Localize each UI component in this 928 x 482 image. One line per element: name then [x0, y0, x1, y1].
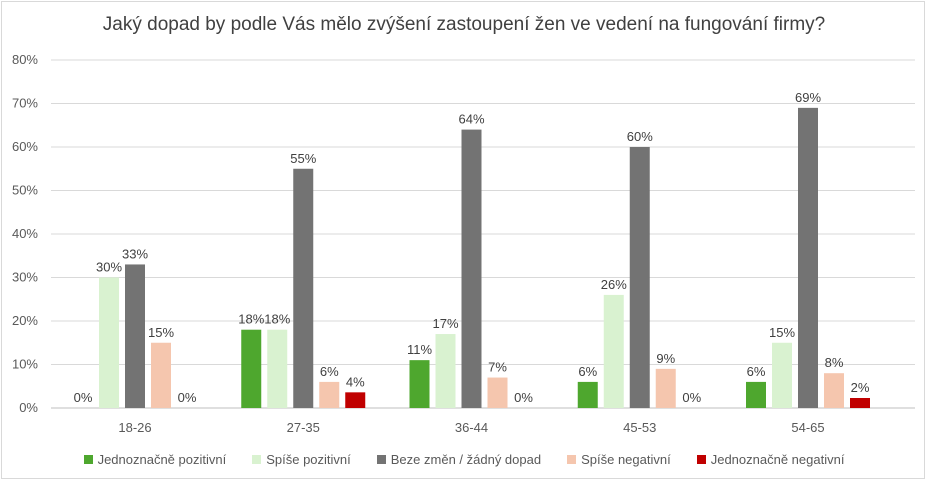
x-tick-label: 18-26 — [118, 420, 151, 435]
y-tick-label: 10% — [12, 357, 38, 372]
y-tick-label: 50% — [12, 183, 38, 198]
legend-label: Jednoznačně negativní — [710, 452, 845, 467]
x-tick-label: 45-53 — [623, 420, 656, 435]
data-label: 6% — [578, 364, 597, 379]
bar — [409, 360, 430, 408]
data-label: 17% — [432, 316, 458, 331]
bar — [461, 129, 482, 408]
data-label: 8% — [825, 355, 844, 370]
legend-swatch — [376, 455, 386, 464]
data-label: 15% — [769, 325, 795, 340]
data-label: 26% — [601, 277, 627, 292]
data-label: 2% — [851, 380, 870, 395]
x-tick-label: 36-44 — [455, 420, 488, 435]
chart-title: Jaký dopad by podle Vás mělo zvýšení zas… — [102, 14, 826, 35]
data-label: 0% — [682, 390, 701, 405]
x-tick-label: 54-65 — [791, 420, 824, 435]
legend-label: Spíše pozitivní — [266, 452, 351, 467]
legend-item: Jednoznačně pozitivní — [83, 452, 227, 467]
bar — [319, 381, 340, 408]
data-label: 18% — [238, 312, 264, 327]
data-label: 6% — [320, 364, 339, 379]
legend-item: Beze změn / žádný dopad — [376, 452, 542, 467]
data-label: 7% — [488, 360, 507, 375]
legend-swatch — [83, 455, 93, 464]
data-label: 9% — [656, 351, 675, 366]
legend-label: Spíše negativní — [581, 452, 671, 467]
data-label: 69% — [795, 90, 821, 105]
bar — [151, 342, 171, 408]
data-label: 0% — [178, 390, 197, 405]
data-label: 30% — [96, 260, 122, 275]
data-label: 18% — [264, 312, 290, 327]
y-tick-label: 0% — [19, 400, 38, 415]
bar — [629, 147, 650, 408]
bar — [125, 264, 145, 408]
legend-swatch — [567, 455, 577, 464]
bar — [435, 334, 456, 408]
data-label: 60% — [627, 129, 653, 144]
y-tick-label: 30% — [12, 270, 38, 285]
data-label: 0% — [74, 390, 93, 405]
data-label: 55% — [290, 151, 316, 166]
legend-item: Spíše pozitivní — [252, 452, 351, 467]
bar — [772, 342, 792, 408]
data-label: 4% — [346, 374, 365, 389]
legend-item: Spíše negativní — [567, 452, 671, 467]
y-tick-label: 70% — [12, 96, 38, 111]
data-label: 0% — [514, 390, 533, 405]
data-label: 64% — [458, 112, 484, 127]
legend-label: Jednoznačně pozitivní — [97, 452, 227, 467]
bar — [798, 107, 818, 408]
y-tick-label: 20% — [12, 313, 38, 328]
data-label: 6% — [747, 364, 766, 379]
bar — [293, 168, 314, 408]
data-label: 33% — [122, 246, 148, 261]
bar — [99, 277, 119, 408]
y-tick-label: 80% — [12, 52, 38, 67]
bar — [850, 397, 870, 408]
bar — [824, 373, 844, 408]
bar — [655, 368, 676, 408]
x-tick-label: 27-35 — [287, 420, 320, 435]
y-tick-label: 40% — [12, 226, 38, 241]
bar — [603, 294, 624, 408]
legend-label: Beze změn / žádný dopad — [390, 452, 542, 467]
legend-swatch — [252, 455, 262, 464]
data-label: 15% — [148, 325, 174, 340]
legend-item: Jednoznačně negativní — [696, 452, 845, 467]
bar — [345, 392, 366, 408]
bar — [487, 377, 508, 408]
data-label: 11% — [407, 342, 432, 357]
bar — [267, 329, 288, 408]
bar — [577, 381, 598, 408]
bar — [746, 381, 766, 408]
legend: Jednoznačně pozitivní Spíše pozitivní Beze… — [0, 452, 928, 467]
legend-swatch — [696, 455, 706, 464]
y-tick-label: 60% — [12, 139, 38, 154]
bar — [241, 329, 262, 408]
